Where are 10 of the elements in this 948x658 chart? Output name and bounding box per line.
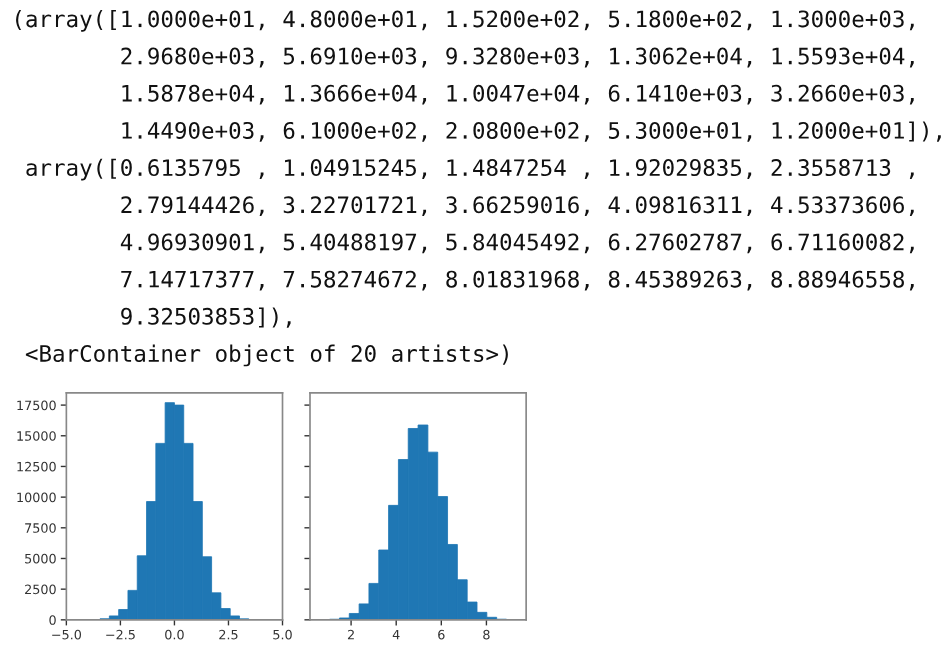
text: (array([1.0000e+01, 4.8000e+01, 1.5200e+02, 5.1800e+02, 1.3000e+03, [16,9,914,32]
text: 9.32503853]), [121,307,291,328]
text: 1.5878e+04, 1.3666e+04, 1.0047e+04, 6.1410e+03, 3.2660e+03, [122,84,914,105]
text: 2.9680e+03, 5.6910e+03, 9.3280e+03, 1.3062e+04, 1.5593e+04, [121,47,914,68]
text: 2.79144426, 3.22701721, 3.66259016, 4.09816311, 4.53373606, [121,196,914,217]
text: array([0.6135795 , 1.04915245, 1.4847254 , 1.92029835, 2.3558713 , [26,158,914,181]
text: <BarContainer object of 20 artists>) [25,344,508,367]
text: 4.96930901, 5.40488197, 5.84045492, 6.27602787, 6.71160082, [120,233,914,254]
text: 1.4490e+03, 6.1000e+02, 2.0800e+02, 5.3000e+01, 1.2000e+01]), [122,121,941,142]
text: 7.14717377, 7.58274672, 8.01831968, 8.45389263, 8.88946558, [121,270,914,291]
